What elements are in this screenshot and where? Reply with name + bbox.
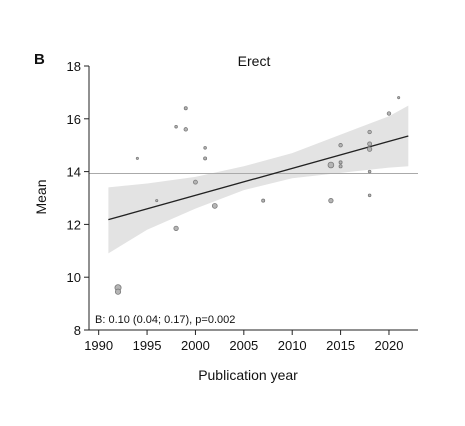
x-tick-label: 2000	[181, 338, 210, 353]
data-point	[114, 288, 122, 295]
y-tick-label: 10	[67, 270, 81, 285]
data-point	[338, 164, 343, 169]
data-point	[183, 106, 188, 111]
x-tick-label: 2015	[326, 338, 355, 353]
data-point	[173, 225, 179, 231]
regression-line	[108, 135, 409, 221]
confidence-band	[108, 105, 409, 254]
data-point	[397, 96, 401, 100]
y-axis-label: Mean	[33, 179, 49, 214]
data-points	[114, 96, 401, 295]
y-tick-label: 14	[67, 165, 81, 180]
data-point	[367, 141, 373, 147]
regression-annotation: B: 0.10 (0.04; 0.17), p=0.002	[95, 314, 235, 326]
x-axis-ticks: 1990 1995 2000 2005 2010 2015 2020	[84, 330, 403, 353]
data-point	[174, 124, 178, 129]
data-point	[211, 203, 218, 209]
data-point	[338, 143, 343, 148]
data-point	[261, 198, 266, 203]
x-tick-label: 2020	[375, 338, 404, 353]
x-tick-label: 2005	[229, 338, 258, 353]
y-tick-label: 8	[74, 323, 81, 338]
chart-title: Erect	[238, 53, 271, 69]
data-point	[328, 198, 334, 204]
panel-letter: B	[34, 51, 45, 68]
x-axis-label: Publication year	[198, 367, 298, 383]
data-point	[367, 169, 372, 174]
data-point	[366, 146, 373, 152]
data-point	[183, 127, 188, 132]
x-tick-label: 2010	[278, 338, 307, 353]
y-tick-label: 16	[67, 112, 81, 127]
data-point	[367, 193, 372, 198]
plot-area	[89, 96, 418, 295]
data-point	[367, 129, 372, 135]
y-axis-ticks: 8 10 12 14 16 18	[67, 59, 89, 338]
x-tick-label: 1995	[133, 338, 162, 353]
data-point	[338, 160, 343, 165]
data-point	[193, 179, 198, 185]
data-point	[327, 161, 335, 169]
data-point	[155, 199, 159, 203]
data-point	[135, 156, 139, 160]
y-tick-label: 18	[67, 59, 81, 74]
data-point	[203, 156, 208, 161]
data-point	[203, 146, 207, 150]
x-tick-label: 1990	[84, 338, 113, 353]
y-tick-label: 12	[67, 217, 81, 232]
data-point	[386, 111, 392, 116]
